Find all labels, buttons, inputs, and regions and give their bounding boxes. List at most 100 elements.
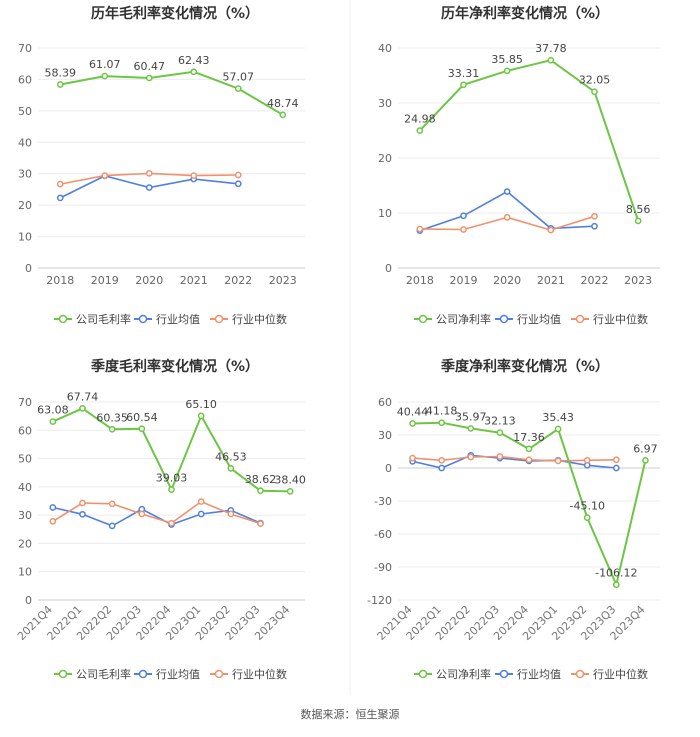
data-label: 38.40	[274, 473, 306, 486]
data-point	[56, 180, 64, 188]
data-point	[416, 127, 424, 134]
data-point	[49, 518, 57, 525]
chart-panel-1: 历年毛利率变化情况（%） 0 10 20 30 40 50 60 70 2018 2019 2020 2…	[18, 5, 305, 326]
data-label: 17.36	[513, 431, 545, 444]
y-tick-label: 60	[18, 424, 32, 437]
legend-label: 公司净利率	[436, 312, 491, 326]
chart-title: 季度毛利率变化情况（%）	[90, 358, 259, 375]
legend-label: 行业中位数	[593, 312, 648, 326]
legend-item[interactable]: 行业中位数	[571, 312, 648, 326]
data-label: 60.47	[134, 60, 166, 73]
legend-swatch-marker	[575, 669, 585, 679]
data-point	[234, 85, 242, 92]
legend-item[interactable]: 行业中位数	[210, 312, 287, 326]
legend-item[interactable]: 公司净利率	[414, 312, 491, 326]
legend-label: 行业中位数	[232, 667, 287, 681]
y-tick-label: 10	[18, 566, 32, 579]
legend-item[interactable]: 公司毛利率	[54, 667, 131, 681]
chart-panel-3: 季度毛利率变化情况（%）0102030405060702021Q42022Q12…	[15, 358, 306, 681]
chart-title: 季度净利率变化情况（%）	[440, 358, 609, 375]
legend-label: 行业中位数	[593, 667, 648, 681]
data-label: 8.56	[626, 203, 651, 216]
data-point	[257, 520, 264, 527]
data-point	[197, 412, 205, 420]
legend-item[interactable]: 行业均值	[134, 313, 200, 326]
x-tick-label: 2022	[224, 274, 252, 287]
data-point	[554, 425, 562, 433]
data-label: 33.31	[448, 67, 480, 80]
y-tick-label: 10	[378, 207, 392, 220]
data-label: 6.97	[633, 442, 658, 455]
legend-item[interactable]: 行业中位数	[210, 667, 287, 681]
series-line-1	[60, 70, 284, 116]
data-label: 61.07	[89, 58, 121, 71]
data-point	[227, 465, 235, 472]
data-point	[460, 226, 467, 233]
legend-label: 行业中位数	[232, 312, 287, 326]
data-point	[56, 81, 64, 88]
x-tick-label: 2023	[269, 274, 297, 287]
data-label: 40.44	[397, 406, 429, 419]
data-point	[642, 456, 649, 464]
data-point	[525, 445, 533, 453]
data-point	[101, 172, 109, 179]
y-tick-label: 60	[18, 73, 32, 86]
data-point	[634, 217, 642, 225]
legend-item[interactable]: 公司毛利率	[54, 312, 131, 326]
legend-item[interactable]: 公司净利率	[414, 667, 491, 681]
data-label: 57.07	[223, 71, 255, 84]
data-point	[279, 111, 287, 119]
x-tick-label: 2022	[581, 274, 609, 287]
series-line-1	[419, 59, 640, 222]
legend-swatch-marker	[575, 314, 585, 324]
data-point	[49, 504, 57, 511]
data-point	[496, 429, 504, 437]
chart-title: 历年毛利率变化情况（%）	[91, 5, 259, 22]
data-point	[234, 171, 242, 179]
series-line-2	[52, 506, 261, 527]
data-point	[591, 212, 598, 220]
legend-item[interactable]: 行业均值	[495, 668, 561, 681]
legend-label: 行业均值	[517, 313, 561, 326]
data-point	[234, 180, 242, 188]
y-tick-label: -120	[367, 594, 392, 607]
data-point	[138, 510, 146, 518]
legend-swatch-marker	[138, 314, 148, 324]
legend-swatch-marker	[499, 669, 509, 679]
x-tick-label: 2020	[135, 274, 163, 287]
data-label: 63.08	[37, 404, 69, 417]
data-point	[168, 486, 175, 493]
y-tick-label: 50	[18, 105, 32, 118]
data-label: 32.13	[484, 415, 516, 428]
data-point	[612, 456, 620, 464]
x-tick-label: 2019	[91, 274, 119, 287]
data-point	[79, 510, 86, 518]
y-tick-label: -60	[374, 528, 392, 541]
legend-item[interactable]: 行业均值	[134, 668, 200, 681]
data-point	[583, 514, 591, 521]
y-tick-label: 30	[378, 97, 392, 110]
data-label: 60.54	[126, 411, 158, 424]
data-point	[525, 456, 533, 464]
source-note: 数据来源：恒生聚源	[300, 708, 400, 721]
data-point	[79, 405, 86, 412]
data-point	[409, 454, 416, 462]
y-tick-label: 40	[18, 136, 32, 149]
data-point	[612, 581, 620, 589]
data-point	[416, 225, 424, 233]
x-tick-label: 2018	[406, 274, 434, 287]
data-label: 41.18	[426, 405, 458, 418]
legend-label: 行业均值	[517, 668, 561, 681]
y-tick-label: 30	[18, 168, 32, 181]
legend-item[interactable]: 行业中位数	[571, 667, 648, 681]
legend-item[interactable]: 行业均值	[495, 313, 561, 326]
legend-label: 公司毛利率	[76, 312, 131, 326]
data-point	[190, 68, 198, 76]
data-label: 35.85	[491, 53, 523, 66]
data-point	[503, 214, 511, 221]
data-label: -106.12	[595, 567, 637, 580]
y-tick-label: 0	[25, 262, 32, 275]
data-point	[591, 222, 598, 230]
data-point	[145, 74, 153, 82]
